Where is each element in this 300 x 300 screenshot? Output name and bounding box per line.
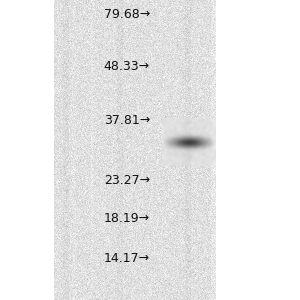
Text: 48.33→: 48.33→ xyxy=(104,59,150,73)
Text: 14.17→: 14.17→ xyxy=(104,251,150,265)
Text: 23.27→: 23.27→ xyxy=(104,173,150,187)
Text: 37.81→: 37.81→ xyxy=(104,113,150,127)
Text: 18.19→: 18.19→ xyxy=(104,212,150,226)
Text: 79.68→: 79.68→ xyxy=(104,8,150,22)
